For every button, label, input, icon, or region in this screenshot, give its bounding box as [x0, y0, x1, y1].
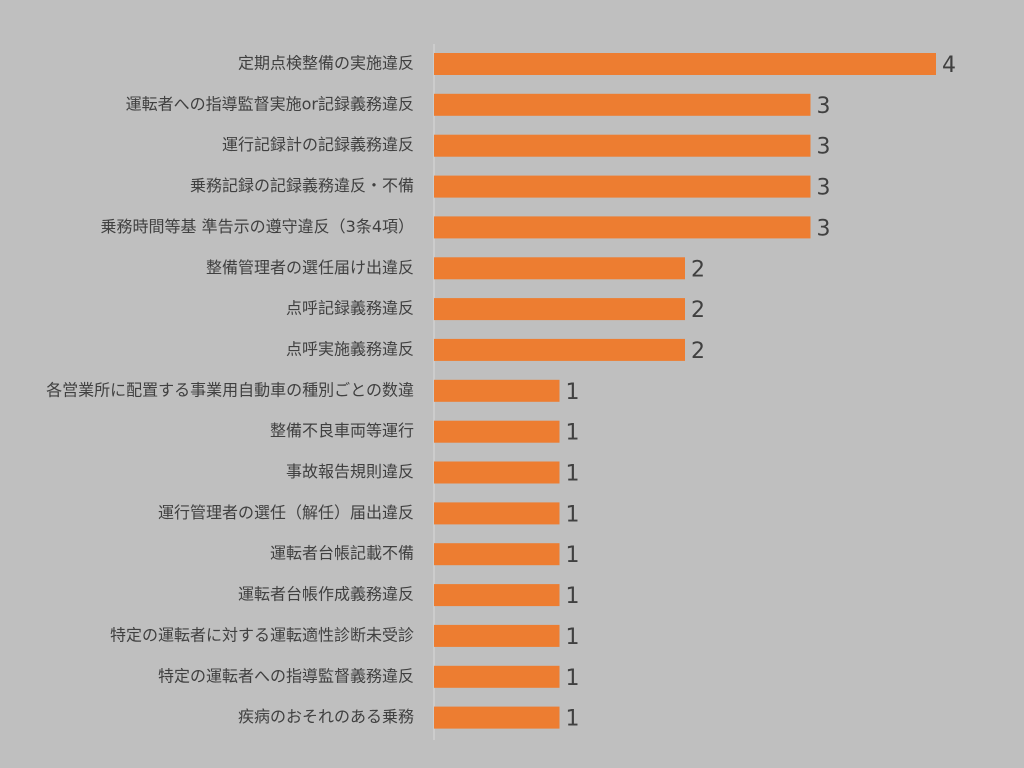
category-label-12: 運転者台帳記載不備: [270, 544, 414, 563]
category-label-16: 疾病のおそれのある乗務: [238, 707, 414, 726]
category-label-5: 整備管理者の選任届け出違反: [206, 258, 414, 277]
value-label-1: 3: [817, 94, 831, 119]
category-label-13: 運転者台帳作成義務違反: [238, 585, 414, 604]
bar-9: [434, 420, 560, 443]
bars-group: [434, 53, 936, 729]
value-label-8: 1: [566, 380, 580, 405]
bar-5: [434, 257, 685, 280]
value-label-3: 3: [817, 176, 831, 201]
bar-13: [434, 584, 560, 607]
value-label-11: 1: [566, 502, 580, 527]
bar-14: [434, 624, 560, 647]
bar-3: [434, 175, 811, 198]
bar-0: [434, 53, 936, 75]
category-label-1: 運転者への指導監督実施or記録義務違反: [126, 94, 414, 113]
bar-6: [434, 298, 685, 321]
bar-12: [434, 543, 560, 566]
value-label-14: 1: [566, 625, 580, 650]
value-label-16: 1: [566, 707, 580, 732]
category-label-0: 定期点検整備の実施違反: [238, 54, 414, 73]
value-label-10: 1: [566, 462, 580, 487]
value-label-0: 4: [942, 53, 956, 78]
bar-1: [434, 93, 811, 116]
category-label-2: 運行記録計の記録義務違反: [222, 135, 414, 154]
category-label-15: 特定の運転者への指導監督義務違反: [158, 666, 414, 685]
category-label-11: 運行管理者の選任（解任）届出違反: [158, 503, 414, 522]
category-label-7: 点呼実施義務違反: [286, 339, 414, 358]
category-label-4: 乗務時間等基 準告示の遵守違反（3条4項）: [101, 217, 414, 236]
bar-10: [434, 461, 560, 484]
value-label-9: 1: [566, 421, 580, 446]
bar-16: [434, 706, 560, 729]
value-label-12: 1: [566, 543, 580, 568]
value-label-4: 3: [817, 216, 831, 241]
bar-2: [434, 134, 811, 157]
category-label-6: 点呼記録義務違反: [286, 299, 414, 318]
bar-15: [434, 665, 560, 688]
bar-7: [434, 338, 685, 361]
value-label-6: 2: [691, 298, 705, 323]
bar-4: [434, 216, 811, 239]
value-label-5: 2: [691, 257, 705, 282]
category-label-9: 整備不良車両等運行: [270, 421, 414, 440]
category-label-14: 特定の運転者に対する運転適性診断未受診: [110, 625, 414, 644]
bar-8: [434, 379, 560, 402]
value-label-7: 2: [691, 339, 705, 364]
bar-11: [434, 502, 560, 525]
category-label-8: 各営業所に配置する事業用自動車の種別ごとの数違: [46, 380, 414, 399]
value-label-2: 3: [817, 135, 831, 160]
value-label-13: 1: [566, 584, 580, 609]
category-label-3: 乗務記録の記録義務違反・不備: [190, 176, 414, 195]
value-labels-group: 4 3 3 3 3 2 2 2 1 1 1 1 1 1 1 1 1: [566, 53, 957, 732]
category-label-10: 事故報告規則違反: [286, 462, 414, 481]
category-labels-group: 定期点検整備の実施違反運転者への指導監督実施or記録義務違反運行記録計の記録義務…: [46, 54, 414, 727]
value-label-15: 1: [566, 666, 580, 691]
